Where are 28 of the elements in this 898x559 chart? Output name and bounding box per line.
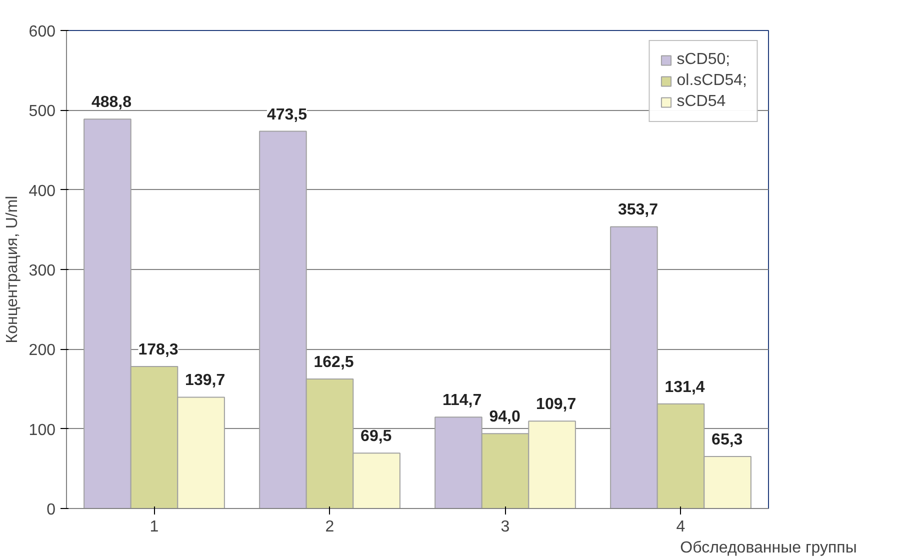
- data-label: 65,3: [712, 431, 743, 448]
- data-label: 162,5: [314, 354, 354, 372]
- x-tick-label: 4: [676, 518, 686, 536]
- x-tick-label: 1: [150, 518, 159, 536]
- data-label: 353,7: [618, 202, 658, 219]
- y-tick-label: 200: [28, 342, 56, 360]
- legend-label: sCD54: [676, 93, 726, 111]
- data-label: 473,5: [266, 106, 308, 124]
- data-label: 488,8: [91, 94, 132, 112]
- data-label: 69,5: [360, 428, 392, 446]
- data-label: 109,7: [536, 396, 576, 414]
- y-tick-label: 300: [28, 262, 56, 280]
- y-tick-label: 400: [28, 182, 56, 200]
- legend-label: sCD50;: [676, 51, 730, 69]
- data-label: 139,7: [185, 372, 226, 390]
- data-label: 131,4: [664, 378, 705, 396]
- data-label: 178,3: [138, 341, 178, 358]
- y-tick-label: 100: [28, 422, 56, 439]
- x-tick-label: 3: [500, 518, 510, 536]
- x-axis-title: Обследованные группы: [680, 540, 857, 556]
- data-label: 94,0: [489, 408, 520, 426]
- legend-label: ol.sCD54;: [676, 72, 747, 90]
- y-tick-label: 0: [46, 502, 56, 518]
- y-tick-label: 600: [28, 24, 56, 40]
- x-tick-label: 2: [325, 518, 334, 536]
- data-label: 114,7: [442, 392, 482, 410]
- y-tick-label: 500: [28, 103, 56, 120]
- y-axis-title: Концентрация, U/ml: [4, 196, 21, 344]
